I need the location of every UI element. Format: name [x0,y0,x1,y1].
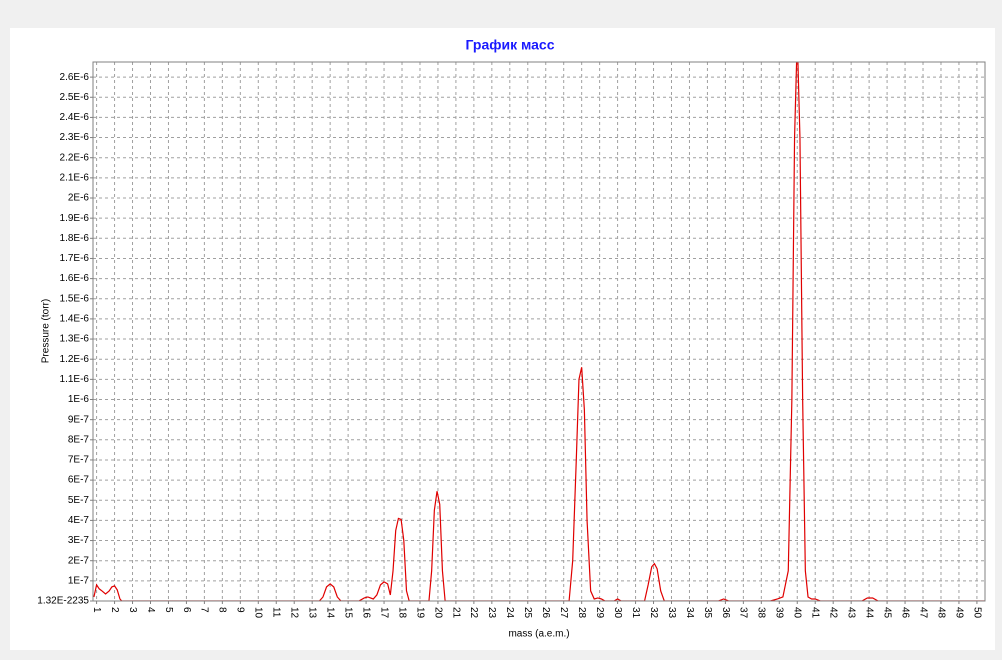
x-tick-label: 18 [396,607,407,619]
y-tick-label: 1.7E-6 [60,253,90,264]
x-tick-label: 47 [917,607,928,619]
x-tick-label: 26 [540,607,551,619]
x-tick-label: 46 [899,607,910,619]
x-tick-label: 5 [163,607,174,613]
y-tick-label: 2.2E-6 [60,152,90,163]
x-tick-label: 14 [325,607,336,619]
x-tick-label: 35 [702,607,713,619]
x-tick-label: 10 [253,607,264,619]
x-tick-label: 41 [810,607,821,619]
x-tick-label: 22 [468,607,479,619]
x-tick-label: 2 [109,607,120,613]
x-tick-label: 12 [289,607,300,619]
x-tick-label: 25 [522,607,533,619]
x-tick-label: 20 [432,607,443,619]
x-tick-label: 8 [217,607,228,613]
y-tick-label: 1.5E-6 [60,293,90,304]
x-tick-label: 42 [828,607,839,619]
y-tick-label: 1.1E-6 [60,374,90,385]
y-tick-label: 2E-7 [68,555,90,566]
y-tick-label: 1.3E-6 [60,334,90,345]
x-tick-label: 19 [414,607,425,619]
x-tick-label: 31 [630,607,641,619]
x-tick-label: 11 [271,607,282,618]
x-tick-label: 15 [342,607,353,619]
y-tick-label: 8E-7 [68,434,90,445]
y-tick-label: 2E-6 [68,193,90,204]
y-axis-label: Pressure (torr) [41,299,52,363]
y-tick-label: 9E-7 [68,414,90,425]
plot-area [93,62,985,601]
y-tick-label: 5E-7 [68,495,90,506]
x-tick-label: 21 [450,607,461,619]
x-tick-label: 17 [378,607,389,619]
x-tick-label: 13 [307,607,318,619]
y-tick-label: 2.5E-6 [60,92,90,103]
chart-title: График масс [465,37,554,53]
y-tick-label: 1.8E-6 [60,233,90,244]
x-tick-label: 29 [594,607,605,619]
x-tick-label: 33 [666,607,677,619]
x-tick-label: 3 [127,607,138,613]
x-tick-label: 24 [504,607,515,619]
x-tick-label: 34 [684,607,695,619]
x-tick-label: 40 [792,607,803,619]
x-tick-label: 7 [199,607,210,613]
x-tick-label: 48 [935,607,946,619]
x-tick-label: 36 [720,607,731,619]
x-tick-label: 23 [486,607,497,619]
y-tick-label: 6E-7 [68,475,90,486]
y-tick-label: 1.32E-2235 [37,596,89,607]
y-tick-label: 1E-6 [68,394,90,405]
y-tick-label: 1.2E-6 [60,354,90,365]
x-tick-label: 32 [648,607,659,619]
y-tick-label: 1.4E-6 [60,314,90,325]
y-tick-label: 1.6E-6 [60,273,90,284]
x-tick-label: 16 [360,607,371,619]
x-tick-label: 45 [881,607,892,619]
y-tick-label: 3E-7 [68,535,90,546]
x-tick-label: 43 [846,607,857,619]
x-tick-label: 27 [558,607,569,619]
y-tick-label: 4E-7 [68,515,90,526]
x-tick-label: 30 [612,607,623,619]
x-tick-label: 4 [145,607,156,613]
y-tick-label: 2.4E-6 [60,112,90,123]
x-tick-label: 6 [181,607,192,613]
y-tick-label: 2.6E-6 [60,72,90,83]
x-tick-label: 49 [953,607,964,619]
x-tick-label: 44 [863,607,874,619]
x-tick-label: 38 [756,607,767,619]
y-tick-label: 7E-7 [68,455,90,466]
y-tick-label: 1E-7 [68,575,90,586]
y-tick-label: 2.1E-6 [60,173,90,184]
x-tick-label: 1 [91,607,102,613]
x-tick-label: 28 [576,607,587,619]
plot-frame [92,61,986,602]
x-axis-label: mass (a.e.m.) [508,629,569,640]
y-tick-label: 2.3E-6 [60,132,90,143]
x-tick-label: 37 [738,607,749,619]
y-tick-label: 1.9E-6 [60,213,90,224]
x-tick-label: 50 [971,607,982,619]
x-tick-label: 39 [774,607,785,619]
x-tick-label: 9 [235,607,246,613]
data-line [93,62,985,601]
